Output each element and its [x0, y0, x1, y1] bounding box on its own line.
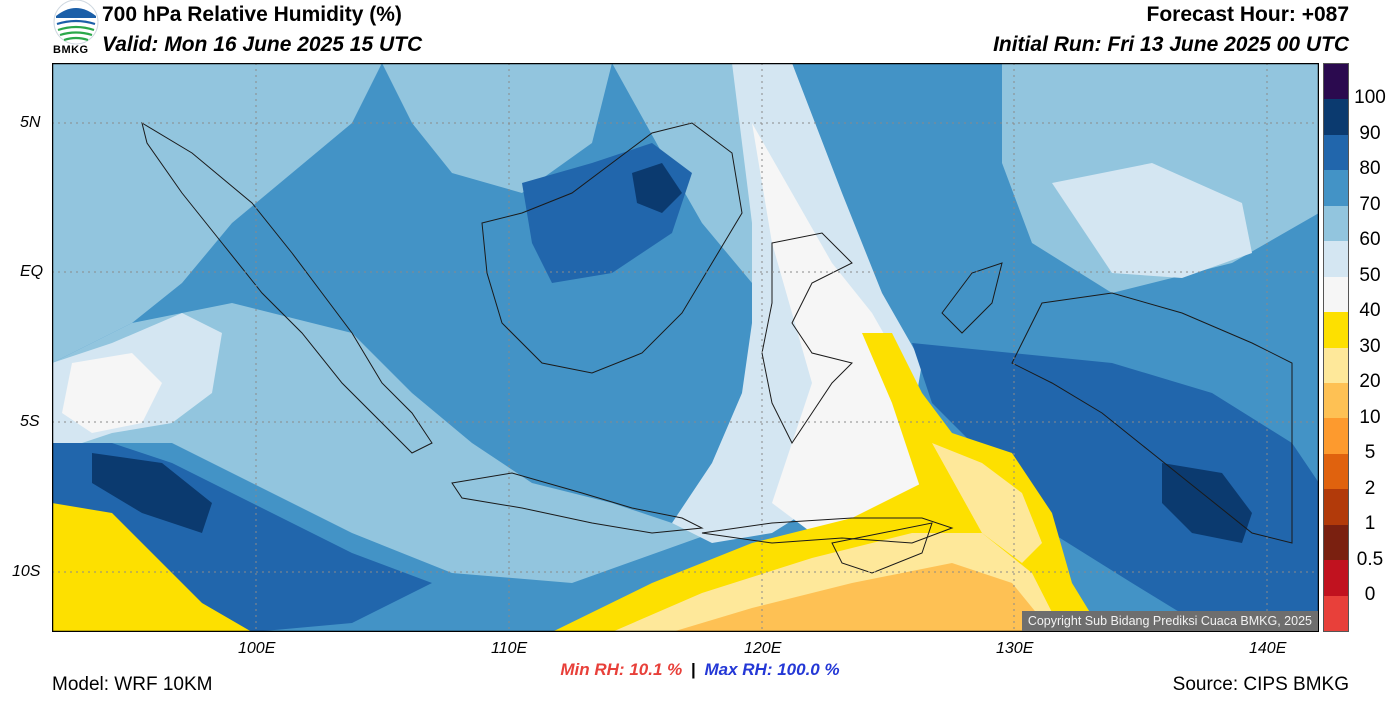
humidity-field-60-nw [52, 63, 382, 363]
colorbar-swatch [1324, 205, 1348, 242]
colorbar-swatch [1324, 134, 1348, 171]
initial-run: Initial Run: Fri 13 June 2025 00 UTC [993, 33, 1349, 56]
colorbar-swatch [1324, 560, 1348, 596]
lon-label-120e: 120E [744, 640, 782, 657]
map-title: 700 hPa Relative Humidity (%) [102, 3, 402, 26]
colorbar-swatch [1324, 524, 1348, 561]
colorbar-swatches [1324, 64, 1348, 631]
map-frame [52, 63, 1319, 632]
coast-java [451, 472, 704, 534]
colorbar-label: 80 [1359, 158, 1381, 179]
humidity-field-40-corridor [752, 123, 932, 533]
copyright-note: Copyright Sub Bidang Prediksi Cuaca BMKG… [1021, 611, 1318, 631]
bmkg-logo: BMKG [52, 0, 100, 60]
colorbar-label: 100 [1354, 87, 1386, 108]
lon-label-140e: 140E [1249, 640, 1287, 657]
colorbar-label: 0.5 [1356, 549, 1384, 570]
colorbar-label: 50 [1359, 265, 1381, 286]
colorbar-swatch [1324, 170, 1348, 206]
colorbar-label: 70 [1359, 194, 1381, 215]
data-source: Source: CIPS BMKG [1172, 674, 1349, 695]
coast-timor [831, 522, 933, 574]
coast-halmahera [941, 262, 1003, 334]
humidity-field-80-papua [912, 343, 1319, 632]
stats-separator: | [690, 660, 696, 679]
humidity-field-50-east [1052, 163, 1252, 278]
colorbar-label: 60 [1359, 229, 1381, 250]
bmkg-logo-icon [53, 0, 99, 45]
colorbar-swatch [1324, 453, 1348, 490]
colorbar-swatch [1324, 276, 1348, 313]
lat-label-eq: EQ [20, 263, 44, 280]
colorbar-swatch [1324, 382, 1348, 419]
lon-label-130e: 130E [996, 640, 1034, 657]
colorbar-swatch [1324, 418, 1348, 454]
colorbar-swatch [1324, 489, 1348, 525]
lon-label-110e: 110E [491, 640, 528, 657]
colorbar-swatch [1324, 347, 1348, 383]
colorbar-label: 10 [1359, 407, 1381, 428]
graticule [52, 63, 1319, 632]
colorbar-label: 0 [1364, 584, 1376, 605]
lat-label-5s: 5S [20, 413, 40, 430]
coast-sumatra [141, 121, 433, 454]
colorbar-labels: 100 90 80 70 60 50 40 30 20 10 5 2 1 0.5… [1345, 0, 1400, 709]
coast-nusa-tenggara [701, 517, 954, 544]
coast-papua [1011, 292, 1293, 544]
humidity-field-90-west [92, 453, 212, 533]
colorbar-label: 2 [1364, 478, 1376, 499]
humidity-field-30-southwest [52, 503, 252, 632]
valid-time: Valid: Mon 16 June 2025 15 UTC [102, 33, 423, 56]
rh-stats: Min RH: 10.1 % | Max RH: 100.0 % [0, 660, 1400, 680]
model-name: Model: WRF 10KM [52, 674, 213, 695]
logo-text: BMKG [53, 44, 89, 56]
forecast-hour: Forecast Hour: +087 [1146, 3, 1350, 26]
colorbar-label: 40 [1359, 300, 1381, 321]
humidity-field-10-south [672, 563, 1052, 632]
colorbar [1323, 63, 1349, 632]
colorbar-label: 20 [1359, 371, 1381, 392]
map-panel: Copyright Sub Bidang Prediksi Cuaca BMKG… [52, 63, 1319, 632]
coast-borneo [481, 122, 743, 374]
min-rh: Min RH: 10.1 % [560, 660, 683, 679]
lon-label-100e: 100E [238, 640, 276, 657]
colorbar-swatch [1324, 595, 1348, 631]
colorbar-swatch [1324, 99, 1348, 135]
colorbar-label: 30 [1359, 336, 1381, 357]
humidity-map [52, 63, 1319, 632]
humidity-field-60-north [382, 63, 612, 193]
humidity-field-90-borneo [632, 163, 682, 213]
colorbar-label: 1 [1364, 513, 1376, 534]
lat-label-5n: 5N [20, 114, 41, 131]
humidity-field-90-papua [1162, 463, 1252, 543]
coast-sulawesi [761, 232, 853, 444]
colorbar-swatch [1324, 241, 1348, 277]
colorbar-label: 90 [1359, 123, 1381, 144]
colorbar-swatch [1324, 64, 1348, 100]
lat-label-10s: 10S [12, 563, 41, 580]
colorbar-label: 5 [1364, 442, 1376, 463]
colorbar-swatch [1324, 312, 1348, 348]
max-rh: Max RH: 100.0 % [704, 660, 840, 679]
humidity-field-40-west [62, 353, 162, 433]
coastlines [141, 121, 1293, 574]
